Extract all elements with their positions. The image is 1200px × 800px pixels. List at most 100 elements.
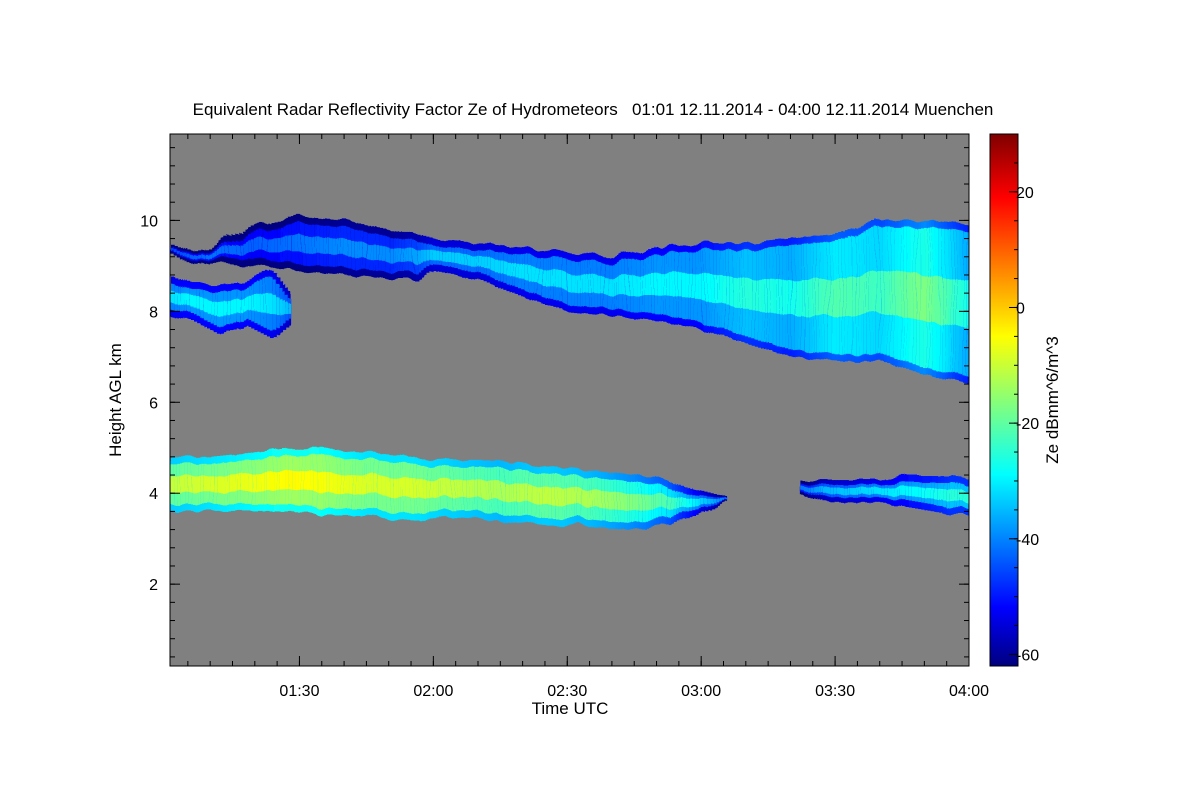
echo-cell-core xyxy=(398,477,402,498)
echo-cell-core xyxy=(735,277,740,307)
colorbar-axis: -60 -40 -20 0 20 xyxy=(1009,133,1039,664)
echo-cell-core xyxy=(423,479,427,498)
echo-cell-core xyxy=(288,470,293,490)
echo-cell-core xyxy=(298,470,302,490)
echo-cell-core xyxy=(619,492,624,510)
echo-cell-core xyxy=(348,240,352,257)
echo-cell-core xyxy=(523,484,527,503)
echo-cell-core xyxy=(488,258,493,271)
echo-cell-core xyxy=(779,279,784,314)
echo-cell-core xyxy=(601,490,605,508)
echo-cell-core xyxy=(548,269,552,287)
echo-cell-core xyxy=(948,277,952,326)
echo-cell-core xyxy=(463,254,468,265)
echo-cell-core xyxy=(232,245,237,254)
plot-frame xyxy=(169,133,970,667)
echo-cell-core xyxy=(410,249,415,264)
echo-cell-core xyxy=(398,248,402,263)
echo-cell-core xyxy=(226,247,230,255)
x-tick-label: 03:30 xyxy=(815,683,855,700)
echo-cell-core xyxy=(876,270,880,313)
echo-cell-core xyxy=(954,278,958,327)
echo-cell-core xyxy=(423,249,427,262)
echo-cell-core xyxy=(226,299,230,315)
echo-cell-core xyxy=(354,473,359,494)
echo-cell-core xyxy=(838,277,843,317)
echo-cell-core xyxy=(488,481,493,500)
echo-cell-core xyxy=(448,251,452,263)
echo-cell-core xyxy=(751,278,755,310)
echo-cell-core xyxy=(682,273,687,298)
echo-cell-core xyxy=(676,496,680,508)
echo-cell-core xyxy=(376,245,380,261)
echo-cell-core xyxy=(463,480,468,498)
echo-cell-core xyxy=(351,473,355,494)
echo-cell-core xyxy=(291,235,296,252)
echo-cell-core xyxy=(454,480,459,497)
echo-cell-core xyxy=(929,275,933,322)
echo-cell-core xyxy=(226,474,230,492)
echo-cell-core xyxy=(548,486,552,505)
echo-cell-core xyxy=(176,250,180,254)
echo-cell-core xyxy=(560,272,565,290)
echo-cell-core xyxy=(808,485,813,491)
echo-cell-core xyxy=(248,473,252,491)
echo-cell-core xyxy=(369,475,374,495)
echo-cell-core xyxy=(394,477,399,497)
echo-cell-core xyxy=(952,489,957,502)
echo-cell-core xyxy=(926,274,930,322)
echo-cell-core xyxy=(185,475,190,493)
echo-cell-core xyxy=(269,471,274,490)
echo-cell-core xyxy=(635,275,640,296)
echo-cell-core xyxy=(179,475,184,493)
echo-cell-core xyxy=(532,485,537,504)
y-tick-label: 4 xyxy=(149,486,158,503)
echo-cell-core xyxy=(482,257,487,269)
echo-cell-core xyxy=(341,473,346,493)
echo-cell-core xyxy=(407,478,412,499)
echo-cell-core xyxy=(466,480,471,498)
echo-cell-core xyxy=(813,279,818,317)
echo-cell-core xyxy=(591,489,596,507)
echo-cell-core xyxy=(260,294,265,313)
echo-cell-core xyxy=(241,473,246,492)
echo-cell-core xyxy=(391,477,396,497)
echo-cell-core xyxy=(641,274,646,296)
echo-cell-core xyxy=(557,487,562,505)
echo-cell-core xyxy=(585,274,590,293)
echo-cell-core xyxy=(176,475,180,493)
echo-cell-core xyxy=(291,470,296,490)
y-tick-label: 8 xyxy=(149,304,158,321)
echo-cell-core xyxy=(576,488,580,506)
echo-cell-core xyxy=(419,249,424,263)
echo-cell-core xyxy=(835,278,840,317)
echo-cell-core xyxy=(588,489,593,507)
echo-cell-core xyxy=(557,271,562,289)
echo-cell-core xyxy=(704,498,709,505)
echo-cell-core xyxy=(873,270,877,313)
echo-cell-core xyxy=(460,480,465,498)
echo-cell-core xyxy=(469,481,474,498)
echo-cell-core xyxy=(198,475,202,493)
plot-background xyxy=(170,134,969,666)
echo-cell-core xyxy=(918,486,922,498)
echo-cell-core xyxy=(323,237,327,254)
echo-cell-core xyxy=(866,271,871,314)
echo-cell-core xyxy=(660,495,665,510)
echo-cell-core xyxy=(198,298,202,311)
echo-cell-core xyxy=(694,273,699,299)
echo-cell-core xyxy=(710,274,715,302)
echo-cell-core xyxy=(182,475,187,493)
echo-cell-core xyxy=(301,235,305,252)
echo-layer xyxy=(170,215,969,384)
echo-cell-core xyxy=(957,279,962,327)
echo-cell-core xyxy=(563,487,568,506)
echo-cell-core xyxy=(794,279,799,316)
echo-cell-core xyxy=(729,276,734,306)
colorbar xyxy=(989,133,1019,667)
echo-cell-core xyxy=(498,260,502,274)
echo-cell-core xyxy=(863,272,868,314)
echo-cell-core xyxy=(385,476,390,496)
echo-cell-core xyxy=(276,237,280,252)
echo-cell-core xyxy=(843,487,847,495)
